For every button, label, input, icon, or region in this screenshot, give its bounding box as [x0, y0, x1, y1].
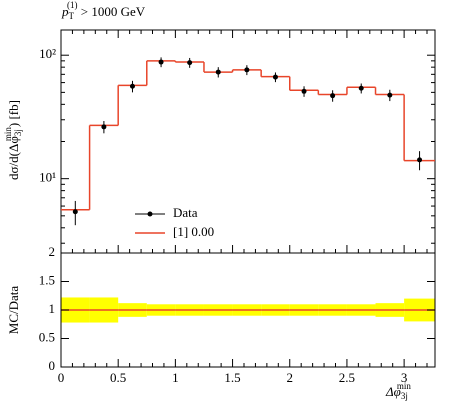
- ylabel-sub: 3j: [13, 129, 23, 136]
- data-point: [244, 67, 250, 73]
- y-tick-label: 0.5: [39, 329, 55, 344]
- x-axis-label: Δφ3jmin: [385, 381, 411, 401]
- data-point: [272, 74, 278, 80]
- data-point: [101, 124, 107, 130]
- ylabel-sup: min: [3, 127, 13, 142]
- y-tick-label: 10²: [39, 46, 56, 61]
- x-tick-label: 2: [286, 370, 293, 385]
- x-tick-label: 1: [172, 370, 179, 385]
- data-point: [330, 93, 336, 99]
- ratio-y-label: MC/Data: [6, 286, 21, 335]
- legend-label: [1] 0.00: [173, 224, 214, 239]
- data-point: [129, 83, 135, 89]
- y-tick-label: 2: [49, 244, 56, 259]
- ylabel-pre: dσ/d(Δφ: [6, 136, 21, 180]
- plot-frame: [60, 29, 436, 254]
- ylabel-post: ) [fb]: [6, 100, 21, 127]
- x-tick-label: 2.5: [339, 370, 355, 385]
- data-point: [417, 157, 423, 163]
- xlabel-sub: 3j: [401, 391, 408, 401]
- x-tick-label: 0: [58, 370, 65, 385]
- y-axis-label: dσ/d(Δφ3jmin) [fb]: [3, 100, 23, 180]
- xlabel-sup: min: [397, 381, 412, 391]
- title-base: p: [61, 4, 69, 19]
- legend-marker: [147, 211, 153, 217]
- title-sub: T: [69, 11, 75, 21]
- y-tick-label: 10¹: [39, 170, 56, 185]
- data-point: [72, 209, 78, 215]
- data-point: [215, 69, 221, 75]
- x-tick-label: 3: [401, 370, 408, 385]
- data-point: [158, 59, 164, 65]
- data-point: [387, 92, 393, 98]
- x-tick-label: 1.5: [224, 370, 240, 385]
- x-tick-label: 0.5: [110, 370, 126, 385]
- xlabel-pre: Δφ: [385, 384, 401, 399]
- y-tick-label: 1.5: [39, 272, 55, 287]
- data-point: [187, 60, 193, 66]
- title-rest: > 1000 GeV: [78, 4, 146, 19]
- data-point: [358, 85, 364, 91]
- data-point: [301, 88, 307, 94]
- legend-label: Data: [173, 205, 198, 220]
- y-tick-label: 0: [49, 358, 56, 373]
- chart-title: pT(1) > 1000 GeV: [61, 0, 146, 21]
- title-sup: (1): [67, 0, 78, 10]
- y-tick-label: 1: [49, 301, 56, 316]
